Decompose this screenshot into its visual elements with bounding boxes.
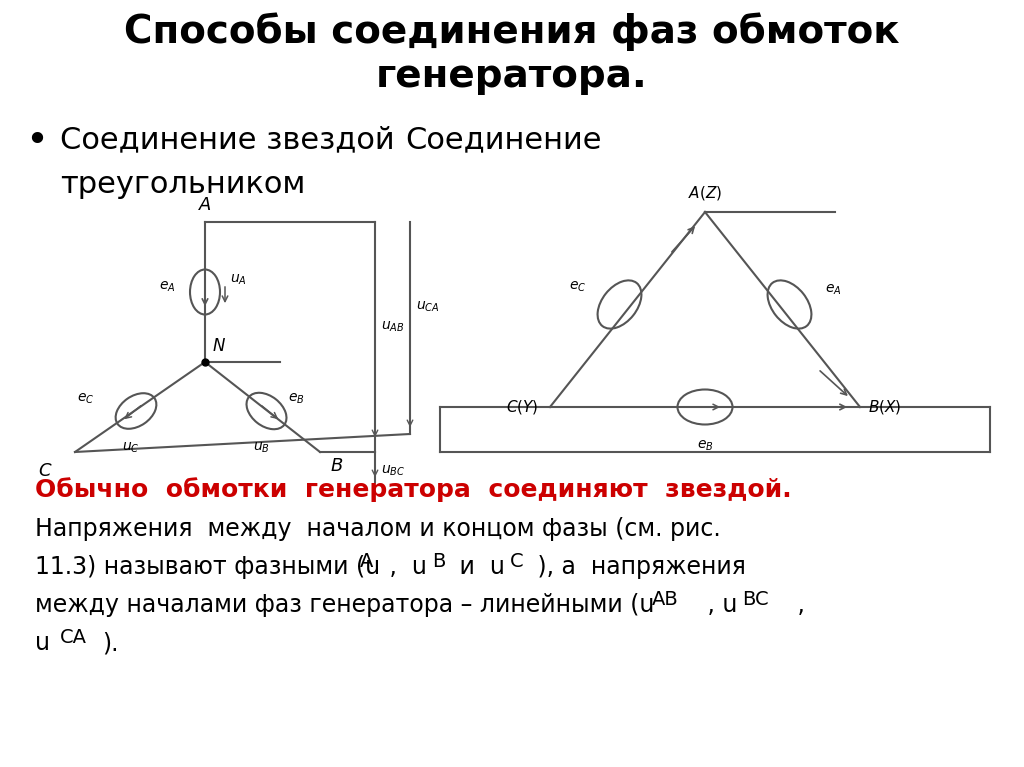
- Text: $u_A$: $u_A$: [230, 273, 247, 287]
- Text: $B(X)$: $B(X)$: [868, 398, 901, 416]
- Text: $N$: $N$: [212, 337, 226, 355]
- Text: CA: CA: [60, 628, 87, 647]
- Text: Напряжения  между  началом и концом фазы (см. рис.: Напряжения между началом и концом фазы (…: [35, 517, 721, 541]
- Text: $u_{BC}$: $u_{BC}$: [381, 464, 406, 479]
- Text: треугольником: треугольником: [60, 170, 305, 199]
- Text: $A(Z)$: $A(Z)$: [688, 184, 722, 202]
- Text: $e_B$: $e_B$: [289, 392, 305, 407]
- Text: 11.3) называют фазными (u: 11.3) называют фазными (u: [35, 555, 380, 579]
- Text: $u_B$: $u_B$: [253, 441, 270, 456]
- Text: $B$: $B$: [330, 457, 343, 475]
- Text: u: u: [35, 631, 50, 655]
- Text: AB: AB: [652, 590, 679, 609]
- Text: $u_{CA}$: $u_{CA}$: [416, 300, 439, 314]
- Text: $C(Y)$: $C(Y)$: [506, 398, 538, 416]
- Text: $e_C$: $e_C$: [77, 392, 94, 407]
- Text: $e_B$: $e_B$: [696, 439, 714, 453]
- Text: $u_{AB}$: $u_{AB}$: [381, 320, 404, 334]
- Text: и  u: и u: [452, 555, 505, 579]
- Text: $A$: $A$: [198, 196, 212, 214]
- Text: Соединение звездой: Соединение звездой: [60, 125, 394, 154]
- Text: ,: ,: [790, 593, 805, 617]
- Text: Обычно  обмотки  генератора  соединяют  звездой.: Обычно обмотки генератора соединяют звез…: [35, 477, 792, 502]
- Text: $e_A$: $e_A$: [825, 282, 842, 297]
- Text: между началами фаз генератора – линейными (u: между началами фаз генератора – линейным…: [35, 593, 654, 617]
- Text: ).: ).: [102, 631, 119, 655]
- Text: $u_C$: $u_C$: [122, 441, 140, 456]
- Text: , u: , u: [700, 593, 737, 617]
- Text: A: A: [360, 552, 374, 571]
- Text: генератора.: генератора.: [376, 57, 648, 95]
- Text: Соединение: Соединение: [406, 125, 601, 154]
- Text: ,  u: , u: [382, 555, 427, 579]
- Text: ), а  напряжения: ), а напряжения: [530, 555, 745, 579]
- Text: BC: BC: [742, 590, 769, 609]
- Text: •: •: [25, 122, 48, 160]
- Text: $e_C$: $e_C$: [569, 279, 586, 294]
- Text: $C$: $C$: [39, 462, 53, 480]
- Text: C: C: [510, 552, 523, 571]
- Text: $e_A$: $e_A$: [159, 280, 175, 295]
- Text: Способы соединения фаз обмоток: Способы соединения фаз обмоток: [124, 12, 900, 51]
- Text: B: B: [432, 552, 445, 571]
